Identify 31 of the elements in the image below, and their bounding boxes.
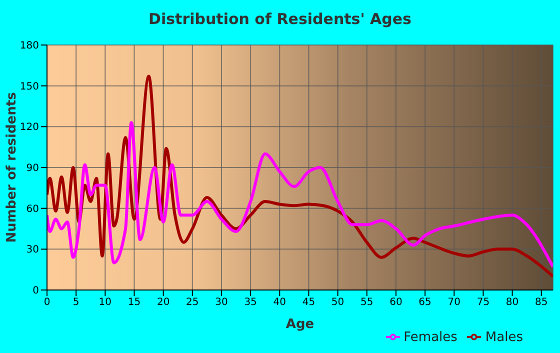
x-tick-label: 50 [331, 297, 344, 308]
y-tick-label: 120 [20, 122, 39, 134]
x-tick-label: 0 [44, 297, 50, 308]
x-axis-title: Age [286, 317, 314, 332]
x-tick-label: 55 [360, 297, 374, 308]
x-tick-label: 40 [273, 297, 286, 308]
x-tick-label: 60 [390, 297, 402, 308]
x-tick-label: 15 [128, 297, 141, 308]
x-tick-label: 35 [244, 297, 257, 308]
x-tick-label: 25 [186, 297, 199, 308]
x-tick-label: 80 [506, 297, 519, 308]
x-tick-label: 45 [302, 297, 316, 308]
x-tick-label: 85 [535, 297, 548, 308]
chart-title: Distribution of Residents' Ages [148, 10, 412, 28]
y-axis-title: Number of residents [4, 92, 20, 243]
x-tick-label: 10 [98, 297, 112, 308]
y-tick-label: 0 [32, 286, 39, 297]
y-tick-label: 90 [26, 163, 39, 174]
y-tick-label: 150 [20, 81, 39, 92]
y-tick-label: 30 [26, 244, 39, 256]
x-tick-label: 70 [448, 297, 460, 308]
x-tick-label: 20 [156, 297, 170, 308]
line-series [47, 121, 553, 268]
y-tick-label: 180 [20, 40, 39, 52]
x-tick-label: 75 [476, 297, 490, 308]
x-tick-label: 5 [72, 297, 80, 308]
legend-label: Females [404, 330, 458, 345]
x-tick-label: 65 [418, 297, 432, 308]
legend-label: Males [485, 330, 523, 345]
y-tick-label: 60 [26, 204, 39, 215]
x-tick-label: 30 [215, 297, 228, 308]
